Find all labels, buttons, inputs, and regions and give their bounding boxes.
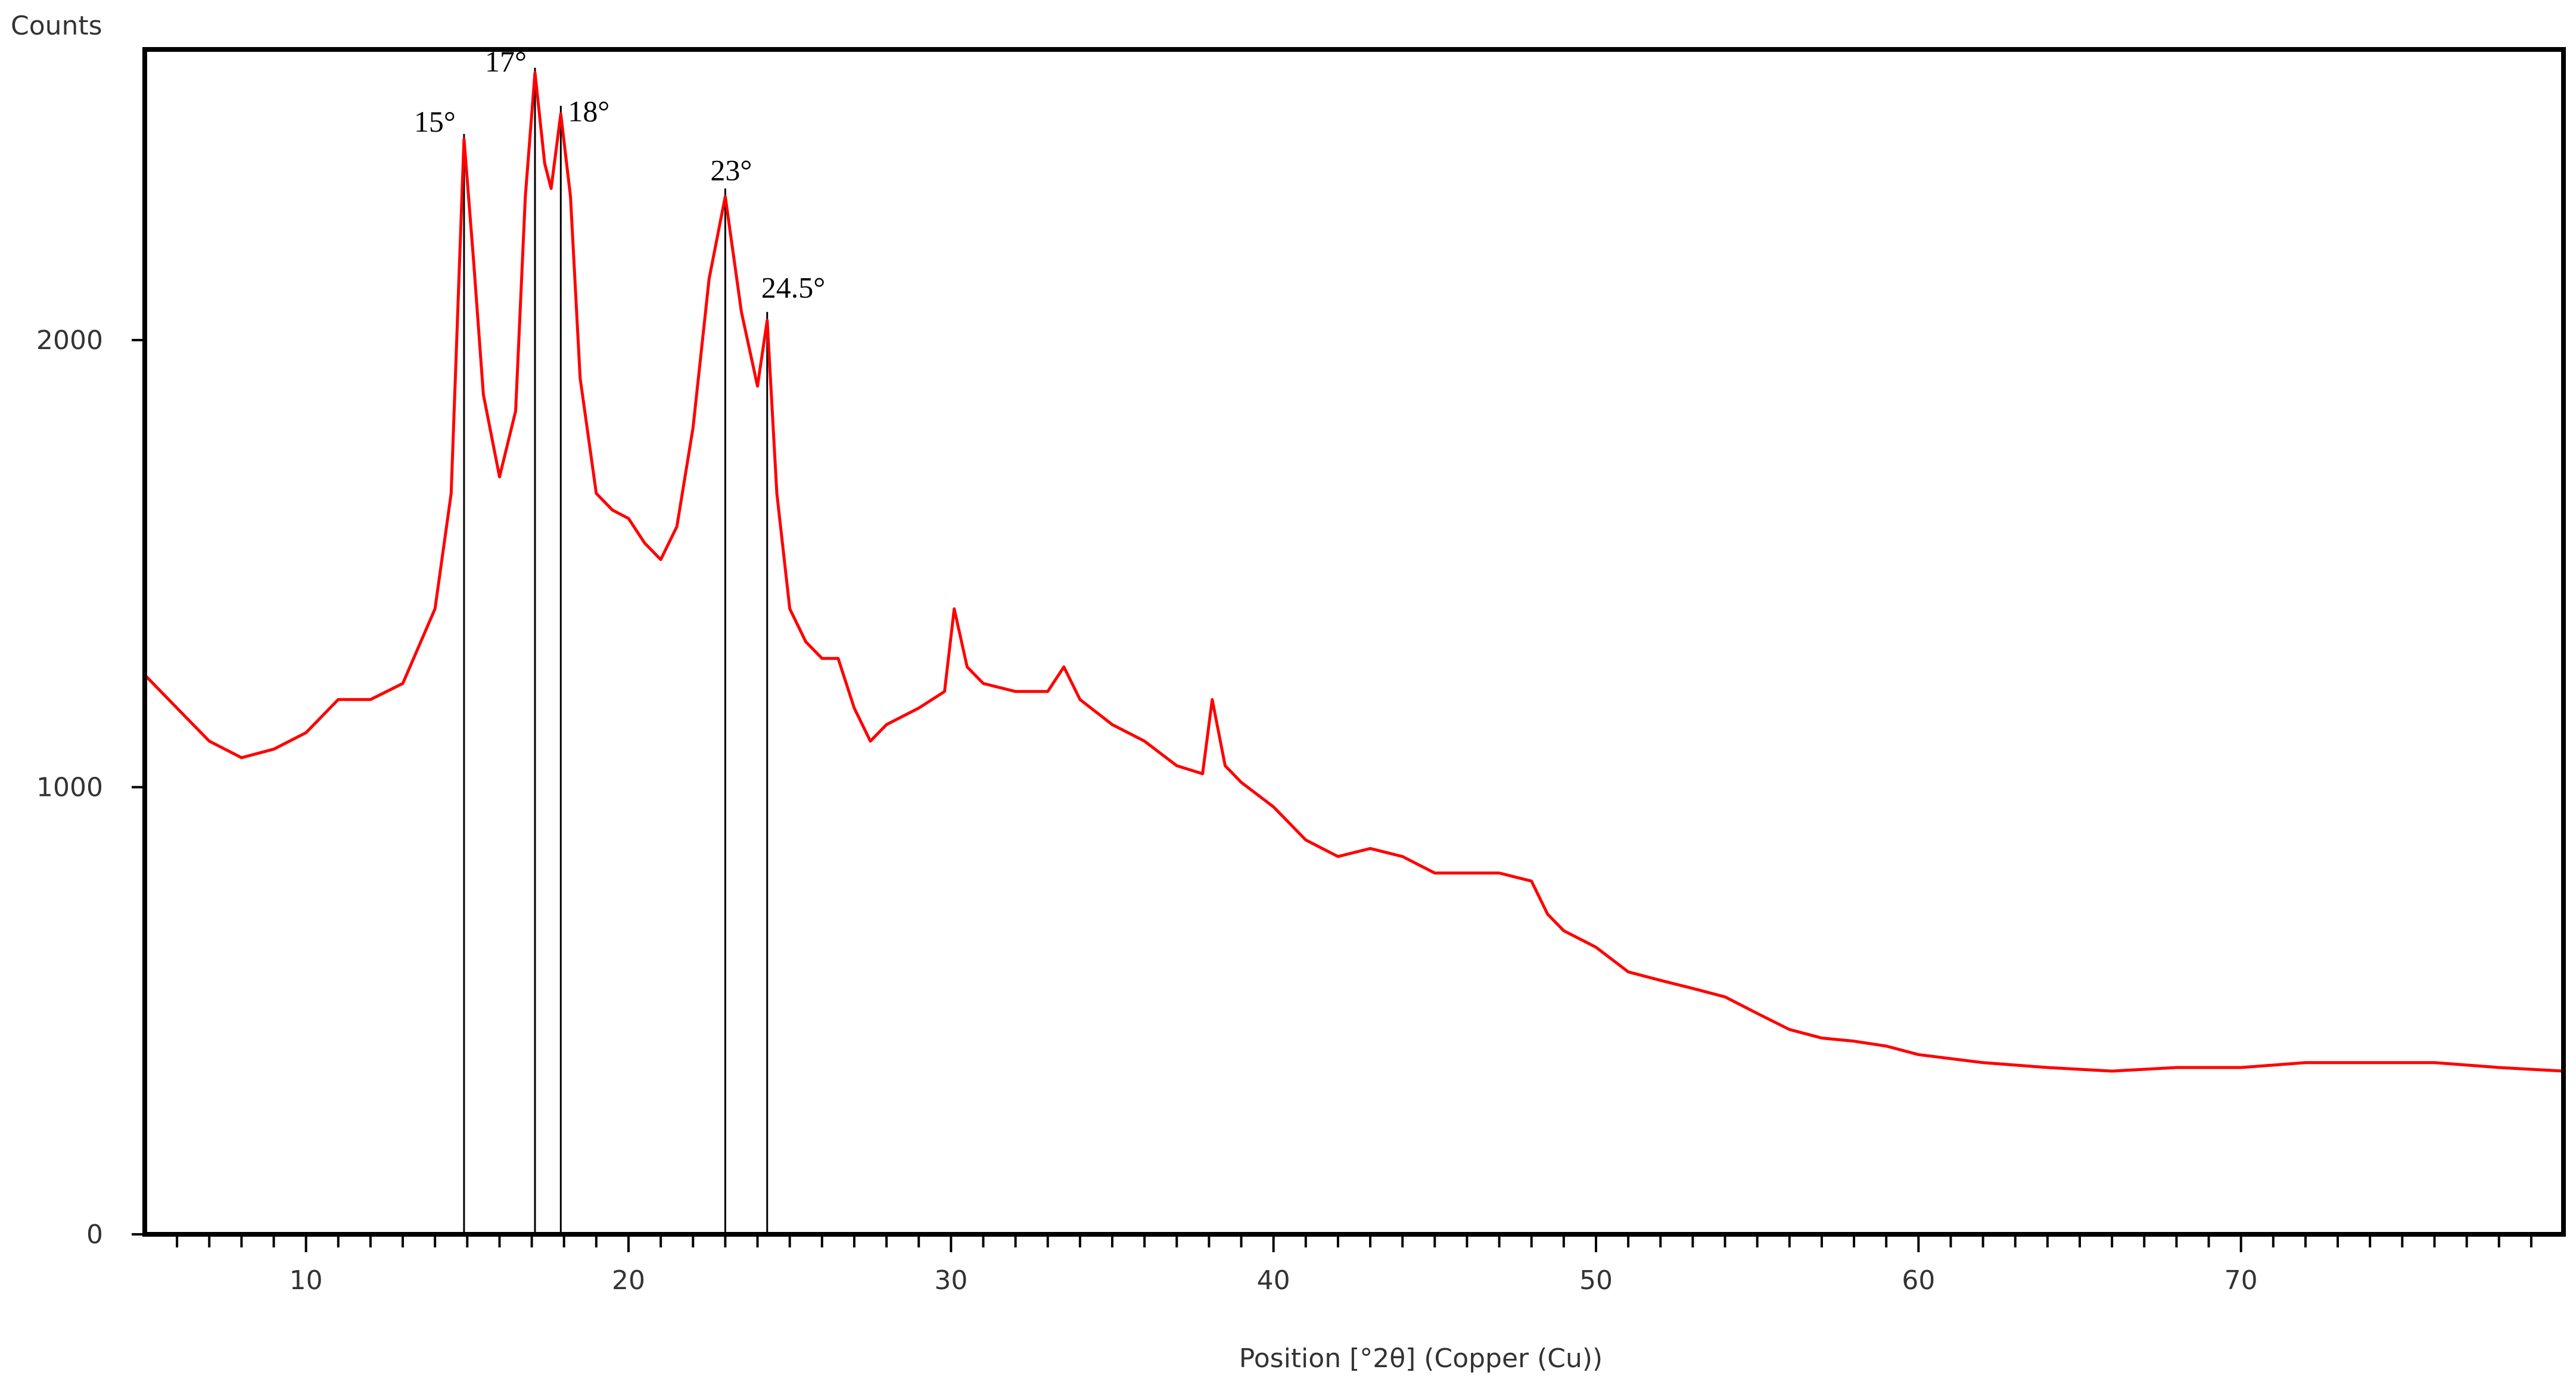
y-tick-label: 0 bbox=[86, 1219, 103, 1250]
x-axis-title: Position [°2θ] (Copper (Cu)) bbox=[1239, 1343, 1603, 1374]
y-axis-title: Counts bbox=[11, 11, 102, 41]
plot-frame bbox=[142, 47, 2566, 1237]
x-tick-label: 30 bbox=[934, 1265, 967, 1296]
peak-label: 23° bbox=[710, 153, 752, 186]
x-tick-label: 60 bbox=[1902, 1265, 1935, 1296]
peak-label: 18° bbox=[568, 95, 609, 128]
y-tick-label: 2000 bbox=[36, 325, 103, 356]
x-tick-label: 40 bbox=[1257, 1265, 1290, 1296]
x-tick-label: 20 bbox=[612, 1265, 645, 1296]
x-tick-label: 50 bbox=[1579, 1265, 1613, 1296]
peak-label: 15° bbox=[414, 105, 456, 138]
peak-label: 24.5° bbox=[761, 271, 826, 304]
y-tick-label: 1000 bbox=[36, 772, 103, 802]
x-tick-label: 70 bbox=[2225, 1265, 2258, 1296]
data-line bbox=[144, 71, 2564, 1073]
x-tick-label: 10 bbox=[290, 1265, 323, 1296]
